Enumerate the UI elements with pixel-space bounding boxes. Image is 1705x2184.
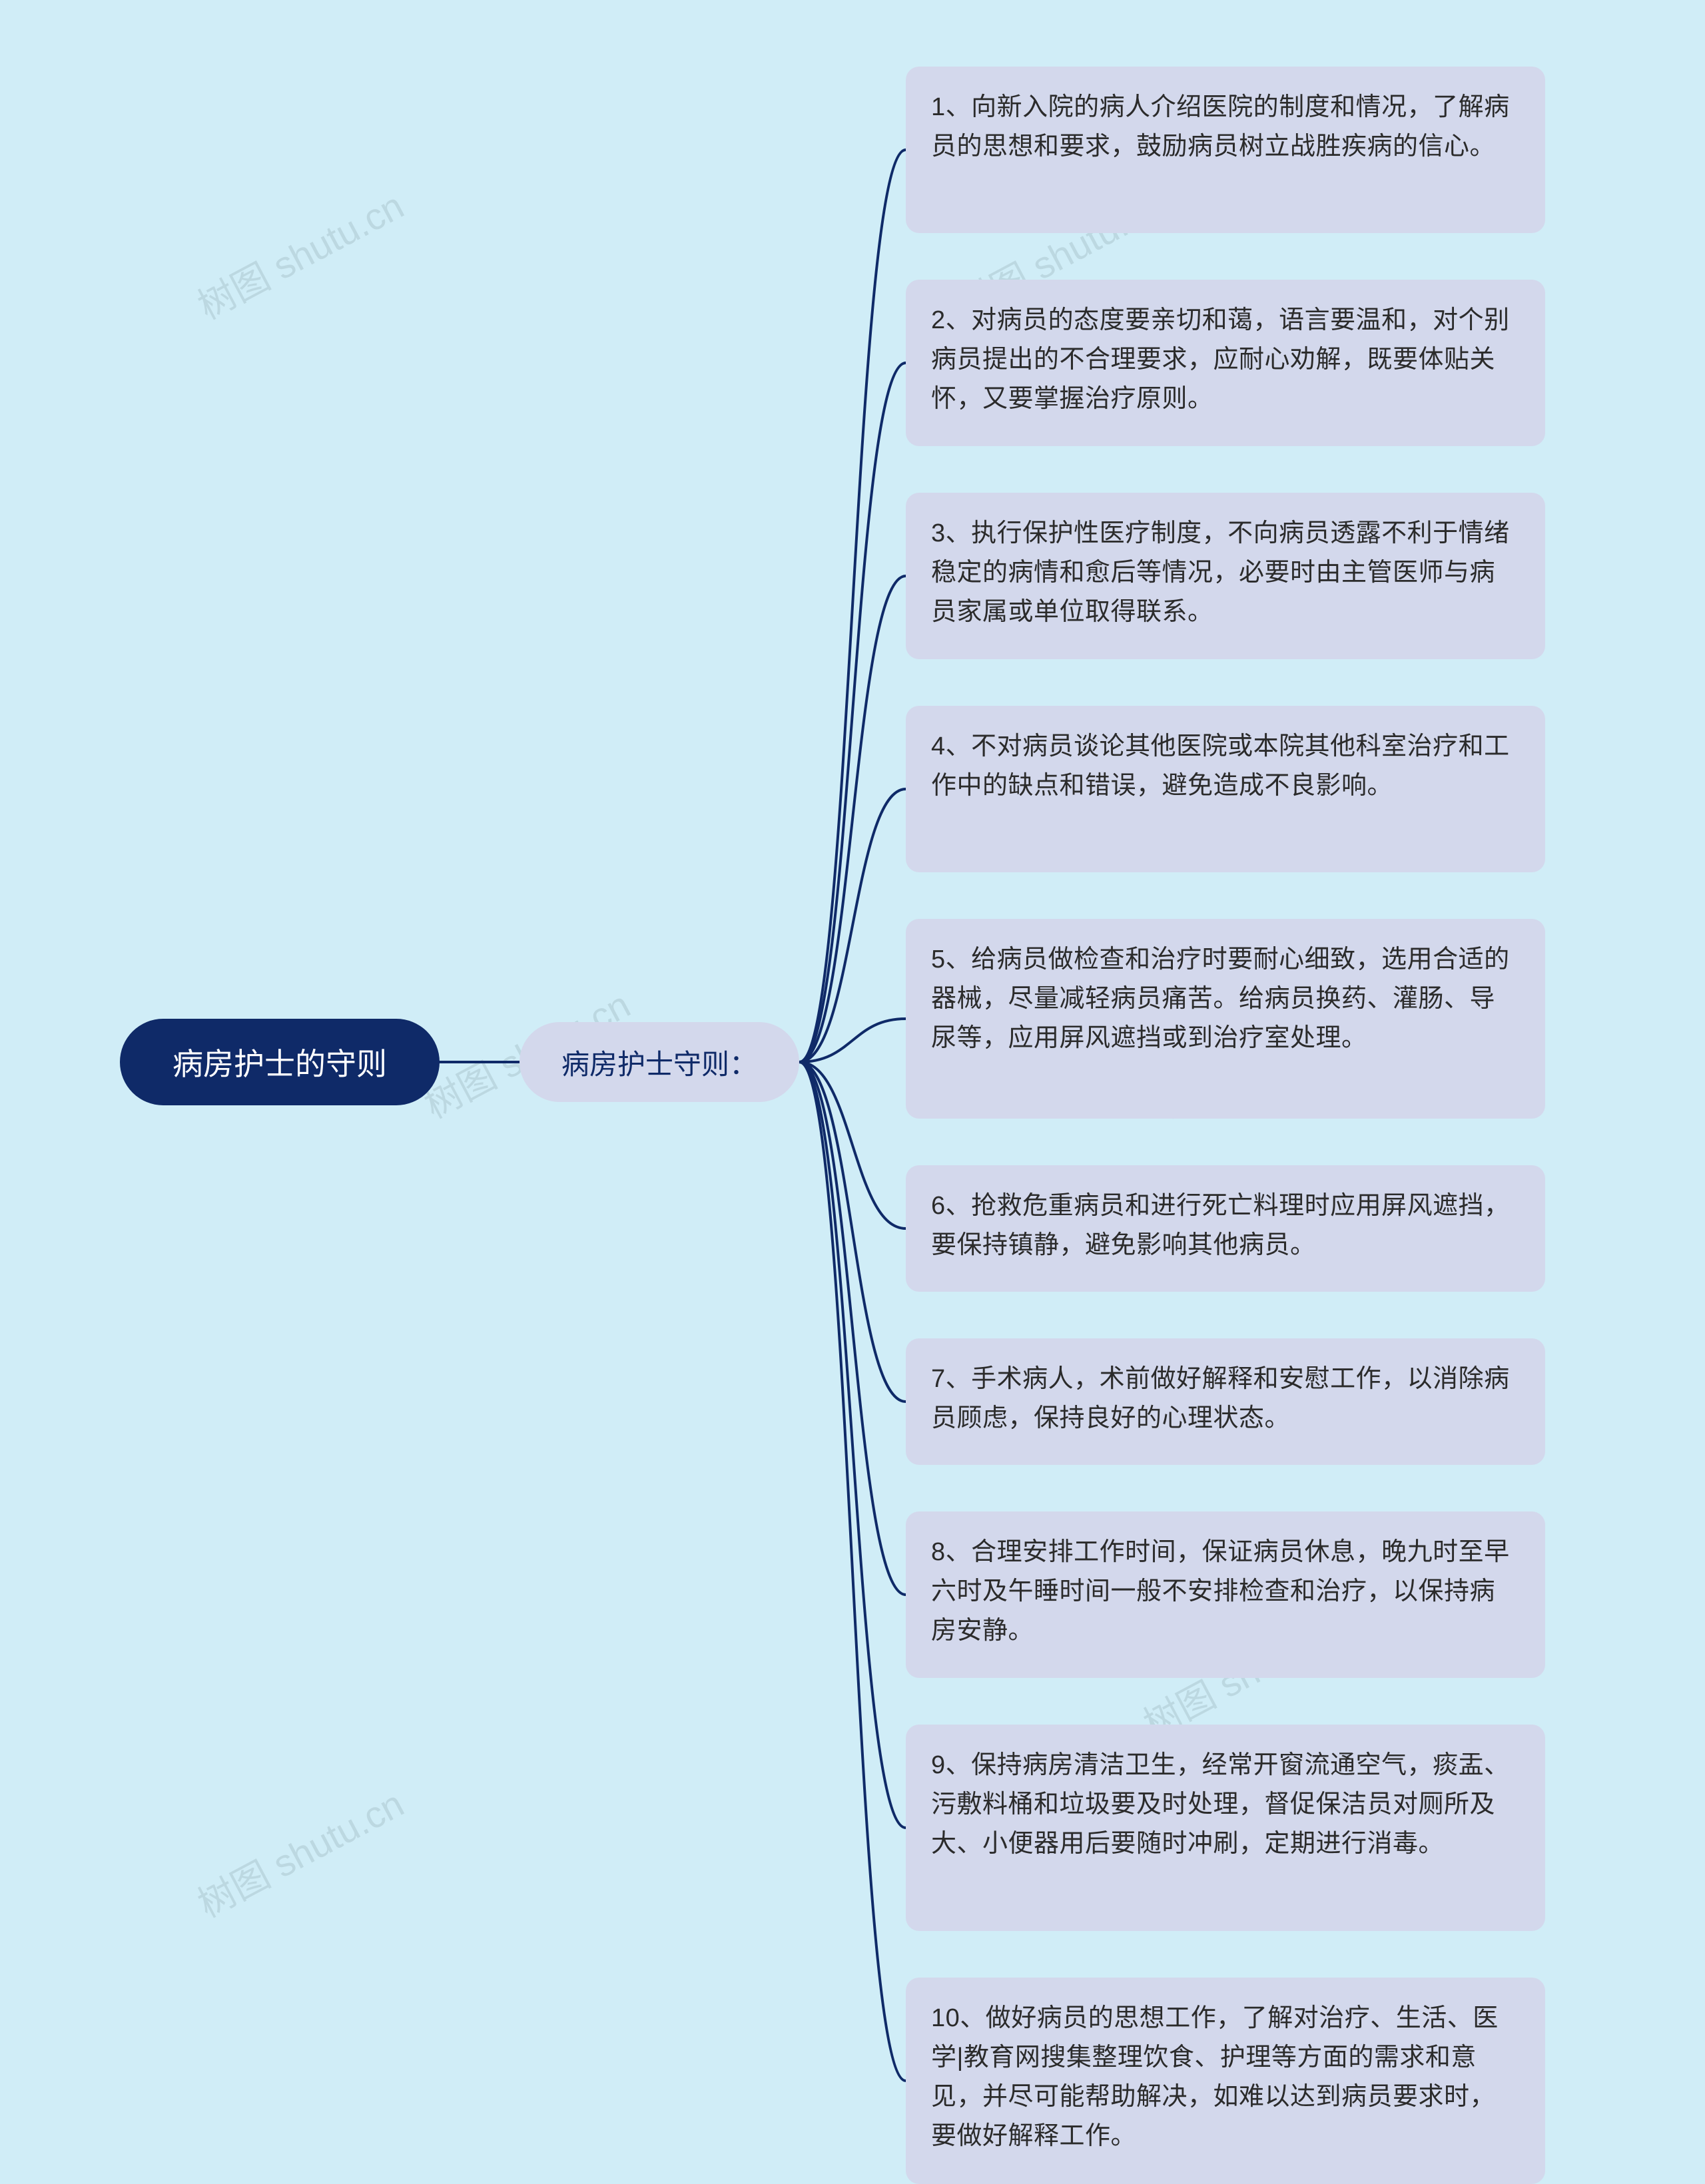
- leaf-node[interactable]: 7、手术病人，术前做好解释和安慰工作，以消除病员顾虑，保持良好的心理状态。: [906, 1338, 1545, 1465]
- leaf-node[interactable]: 10、做好病员的思想工作，了解对治疗、生活、医学|教育网搜集整理饮食、护理等方面…: [906, 1978, 1545, 2184]
- leaf-node[interactable]: 3、执行保护性医疗制度，不向病员透露不利于情绪稳定的病情和愈后等情况，必要时由主…: [906, 493, 1545, 659]
- leaf-label: 8、合理安排工作时间，保证病员休息，晚九时至早六时及午睡时间一般不安排检查和治疗…: [931, 1538, 1510, 1645]
- leaf-node[interactable]: 1、向新入院的病人介绍医院的制度和情况，了解病员的思想和要求，鼓励病员树立战胜疾…: [906, 67, 1545, 233]
- leaf-node[interactable]: 5、给病员做检查和治疗时要耐心细致，选用合适的器械，尽量减轻病员痛苦。给病员换药…: [906, 919, 1545, 1119]
- leaf-label: 5、给病员做检查和治疗时要耐心细致，选用合适的器械，尽量减轻病员痛苦。给病员换药…: [931, 946, 1510, 1052]
- leaf-label: 7、手术病人，术前做好解释和安慰工作，以消除病员顾虑，保持良好的心理状态。: [931, 1365, 1510, 1432]
- watermark: 树图 shutu.cn: [187, 176, 412, 330]
- leaf-node[interactable]: 9、保持病房清洁卫生，经常开窗流通空气，痰盂、污敷料桶和垃圾要及时处理，督促保洁…: [906, 1725, 1545, 1931]
- leaf-label: 4、不对病员谈论其他医院或本院其他科室治疗和工作中的缺点和错误，避免造成不良影响…: [931, 732, 1510, 800]
- leaf-node[interactable]: 4、不对病员谈论其他医院或本院其他科室治疗和工作中的缺点和错误，避免造成不良影响…: [906, 706, 1545, 872]
- leaf-node[interactable]: 6、抢救危重病员和进行死亡料理时应用屏风遮挡，要保持镇静，避免影响其他病员。: [906, 1165, 1545, 1292]
- leaf-label: 6、抢救危重病员和进行死亡料理时应用屏风遮挡，要保持镇静，避免影响其他病员。: [931, 1192, 1510, 1259]
- leaf-label: 10、做好病员的思想工作，了解对治疗、生活、医学|教育网搜集整理饮食、护理等方面…: [931, 2004, 1499, 2150]
- sub-label: 病房护士守则：: [561, 1042, 757, 1083]
- leaf-label: 3、执行保护性医疗制度，不向病员透露不利于情绪稳定的病情和愈后等情况，必要时由主…: [931, 519, 1510, 626]
- leaf-node[interactable]: 2、对病员的态度要亲切和蔼，语言要温和，对个别病员提出的不合理要求，应耐心劝解，…: [906, 280, 1545, 446]
- leaf-label: 2、对病员的态度要亲切和蔼，语言要温和，对个别病员提出的不合理要求，应耐心劝解，…: [931, 306, 1510, 413]
- root-node[interactable]: 病房护士的守则: [120, 1019, 440, 1105]
- root-label: 病房护士的守则: [172, 1040, 387, 1084]
- mindmap-canvas: 病房护士的守则 病房护士守则： 1、向新入院的病人介绍医院的制度和情况，了解病员…: [0, 0, 1705, 2161]
- leaf-node[interactable]: 8、合理安排工作时间，保证病员休息，晚九时至早六时及午睡时间一般不安排检查和治疗…: [906, 1511, 1545, 1678]
- sub-node[interactable]: 病房护士守则：: [519, 1022, 799, 1102]
- leaf-label: 1、向新入院的病人介绍医院的制度和情况，了解病员的思想和要求，鼓励病员树立战胜疾…: [931, 93, 1510, 160]
- watermark: 树图 shutu.cn: [187, 1774, 412, 1928]
- leaf-label: 9、保持病房清洁卫生，经常开窗流通空气，痰盂、污敷料桶和垃圾要及时处理，督促保洁…: [931, 1751, 1510, 1858]
